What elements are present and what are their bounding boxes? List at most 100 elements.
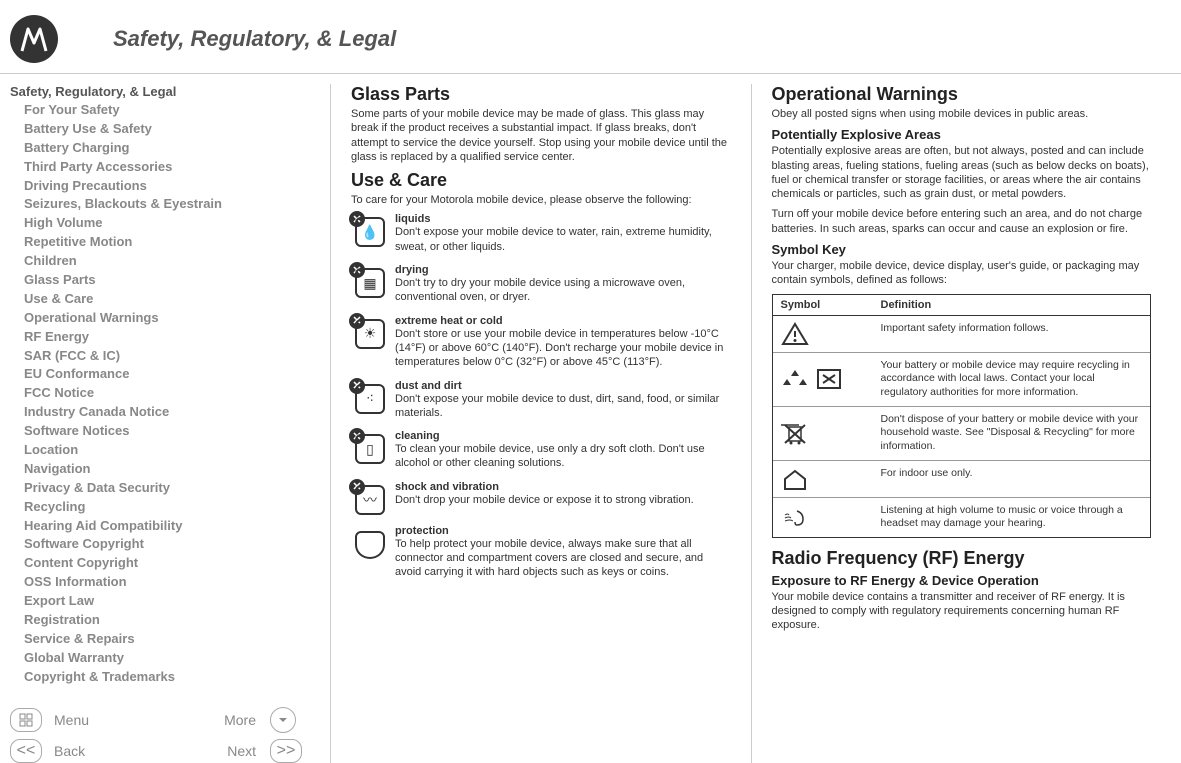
symbol-def: For indoor use only. (873, 461, 1151, 497)
care-icon: ✕ 💧 (351, 213, 385, 247)
sidebar-item[interactable]: Recycling (10, 498, 330, 517)
sidebar-item[interactable]: Privacy & Data Security (10, 479, 330, 498)
rf-energy-heading: Radio Frequency (RF) Energy (772, 548, 1152, 569)
sidebar-item[interactable]: Seizures, Blackouts & Eyestrain (10, 195, 330, 214)
sidebar-item[interactable]: SAR (FCC & IC) (10, 347, 330, 366)
more-label: More (182, 712, 262, 728)
care-item: ✕ ☀ extreme heat or cold Don't store or … (351, 315, 731, 370)
care-item: ✕ ⁖ dust and dirt Don't expose your mobi… (351, 380, 731, 421)
next-button[interactable]: >> (270, 739, 302, 763)
sidebar-item[interactable]: OSS Information (10, 573, 330, 592)
rf-body: Your mobile device contains a transmitte… (772, 590, 1152, 633)
sidebar-item[interactable]: For Your Safety (10, 101, 330, 120)
warning-triangle-icon (773, 316, 873, 352)
operational-warnings-body: Obey all posted signs when using mobile … (772, 107, 1152, 121)
care-desc: Don't expose your mobile device to water… (395, 225, 731, 254)
glass-parts-body: Some parts of your mobile device may be … (351, 107, 731, 164)
care-item: ✕ 💧 liquids Don't expose your mobile dev… (351, 213, 731, 254)
care-desc: Don't store or use your mobile device in… (395, 327, 731, 370)
sidebar-item[interactable]: Software Copyright (10, 535, 330, 554)
care-desc: Don't try to dry your mobile device usin… (395, 276, 731, 305)
care-item: protection To help protect your mobile d… (351, 525, 731, 580)
care-icon (351, 525, 385, 559)
column-2: Operational Warnings Obey all posted sig… (751, 84, 1172, 763)
sidebar-item[interactable]: Copyright & Trademarks (10, 668, 330, 687)
symbol-table: Symbol Definition Important safety infor… (772, 294, 1152, 538)
symbol-def: Your battery or mobile device may requir… (873, 353, 1151, 406)
rf-exposure-heading: Exposure to RF Energy & Device Operation (772, 573, 1152, 588)
care-icon: ✕ 〰 (351, 481, 385, 515)
sidebar-item[interactable]: Navigation (10, 460, 330, 479)
indoor-use-icon (773, 461, 873, 497)
sidebar-item[interactable]: Hearing Aid Compatibility (10, 517, 330, 536)
symbol-def: Don't dispose of your battery or mobile … (873, 407, 1151, 460)
sidebar-item[interactable]: Industry Canada Notice (10, 403, 330, 422)
care-icon: ✕ ⁖ (351, 380, 385, 414)
care-label: shock and vibration (395, 481, 731, 493)
sidebar: Safety, Regulatory, & Legal For Your Saf… (10, 84, 330, 763)
sidebar-item[interactable]: Content Copyright (10, 554, 330, 573)
sidebar-item[interactable]: Repetitive Motion (10, 233, 330, 252)
sidebar-item[interactable]: Operational Warnings (10, 309, 330, 328)
menu-label: Menu (54, 712, 174, 728)
symbol-def: Important safety information follows. (873, 316, 1151, 352)
sidebar-item[interactable]: Battery Use & Safety (10, 120, 330, 139)
care-item: ✕ ▦ drying Don't try to dry your mobile … (351, 264, 731, 305)
recycle-icon (773, 353, 873, 406)
next-label: Next (182, 743, 262, 759)
care-label: protection (395, 525, 731, 537)
sidebar-item[interactable]: Global Warranty (10, 649, 330, 668)
sidebar-item[interactable]: Location (10, 441, 330, 460)
sidebar-item[interactable]: Service & Repairs (10, 630, 330, 649)
sidebar-item[interactable]: Glass Parts (10, 271, 330, 290)
sidebar-title: Safety, Regulatory, & Legal (10, 84, 330, 99)
care-item: ✕ 〰 shock and vibration Don't drop your … (351, 481, 731, 515)
care-item: ✕ ▯ cleaning To clean your mobile device… (351, 430, 731, 471)
column-1: Glass Parts Some parts of your mobile de… (330, 84, 751, 763)
sidebar-item[interactable]: High Volume (10, 214, 330, 233)
back-label: Back (54, 743, 174, 759)
care-desc: Don't drop your mobile device or expose … (395, 493, 731, 507)
sidebar-item[interactable]: RF Energy (10, 328, 330, 347)
symbol-header-definition: Definition (873, 295, 1151, 315)
sidebar-item[interactable]: Children (10, 252, 330, 271)
care-label: drying (395, 264, 731, 276)
page-title: Safety, Regulatory, & Legal (113, 26, 396, 52)
sidebar-item[interactable]: Software Notices (10, 422, 330, 441)
care-icon: ✕ ▯ (351, 430, 385, 464)
sidebar-item[interactable]: FCC Notice (10, 384, 330, 403)
sidebar-item[interactable]: Driving Precautions (10, 177, 330, 196)
symbol-def: Listening at high volume to music or voi… (873, 498, 1151, 537)
use-care-heading: Use & Care (351, 170, 731, 191)
more-button[interactable] (270, 707, 296, 733)
care-icon: ✕ ▦ (351, 264, 385, 298)
sidebar-item[interactable]: Registration (10, 611, 330, 630)
care-label: dust and dirt (395, 380, 731, 392)
glass-parts-heading: Glass Parts (351, 84, 731, 105)
care-icon: ✕ ☀ (351, 315, 385, 349)
use-care-intro: To care for your Motorola mobile device,… (351, 193, 731, 207)
care-desc: To clean your mobile device, use only a … (395, 442, 731, 471)
menu-button[interactable] (10, 708, 42, 732)
care-label: extreme heat or cold (395, 315, 731, 327)
hearing-icon (773, 498, 873, 537)
care-label: cleaning (395, 430, 731, 442)
symbol-key-intro: Your charger, mobile device, device disp… (772, 259, 1152, 288)
sidebar-item[interactable]: EU Conformance (10, 365, 330, 384)
care-desc: Don't expose your mobile device to dust,… (395, 392, 731, 421)
operational-warnings-heading: Operational Warnings (772, 84, 1152, 105)
sidebar-item[interactable]: Battery Charging (10, 139, 330, 158)
explosive-areas-heading: Potentially Explosive Areas (772, 127, 1152, 142)
care-desc: To help protect your mobile device, alwa… (395, 537, 731, 580)
motorola-logo (10, 15, 58, 63)
symbol-key-heading: Symbol Key (772, 242, 1152, 257)
care-label: liquids (395, 213, 731, 225)
back-button[interactable]: << (10, 739, 42, 763)
sidebar-item[interactable]: Export Law (10, 592, 330, 611)
sidebar-item[interactable]: Use & Care (10, 290, 330, 309)
symbol-header-symbol: Symbol (773, 295, 873, 315)
explosive-areas-body2: Turn off your mobile device before enter… (772, 207, 1152, 236)
explosive-areas-body1: Potentially explosive areas are often, b… (772, 144, 1152, 201)
sidebar-item[interactable]: Third Party Accessories (10, 158, 330, 177)
no-trash-icon (773, 407, 873, 460)
